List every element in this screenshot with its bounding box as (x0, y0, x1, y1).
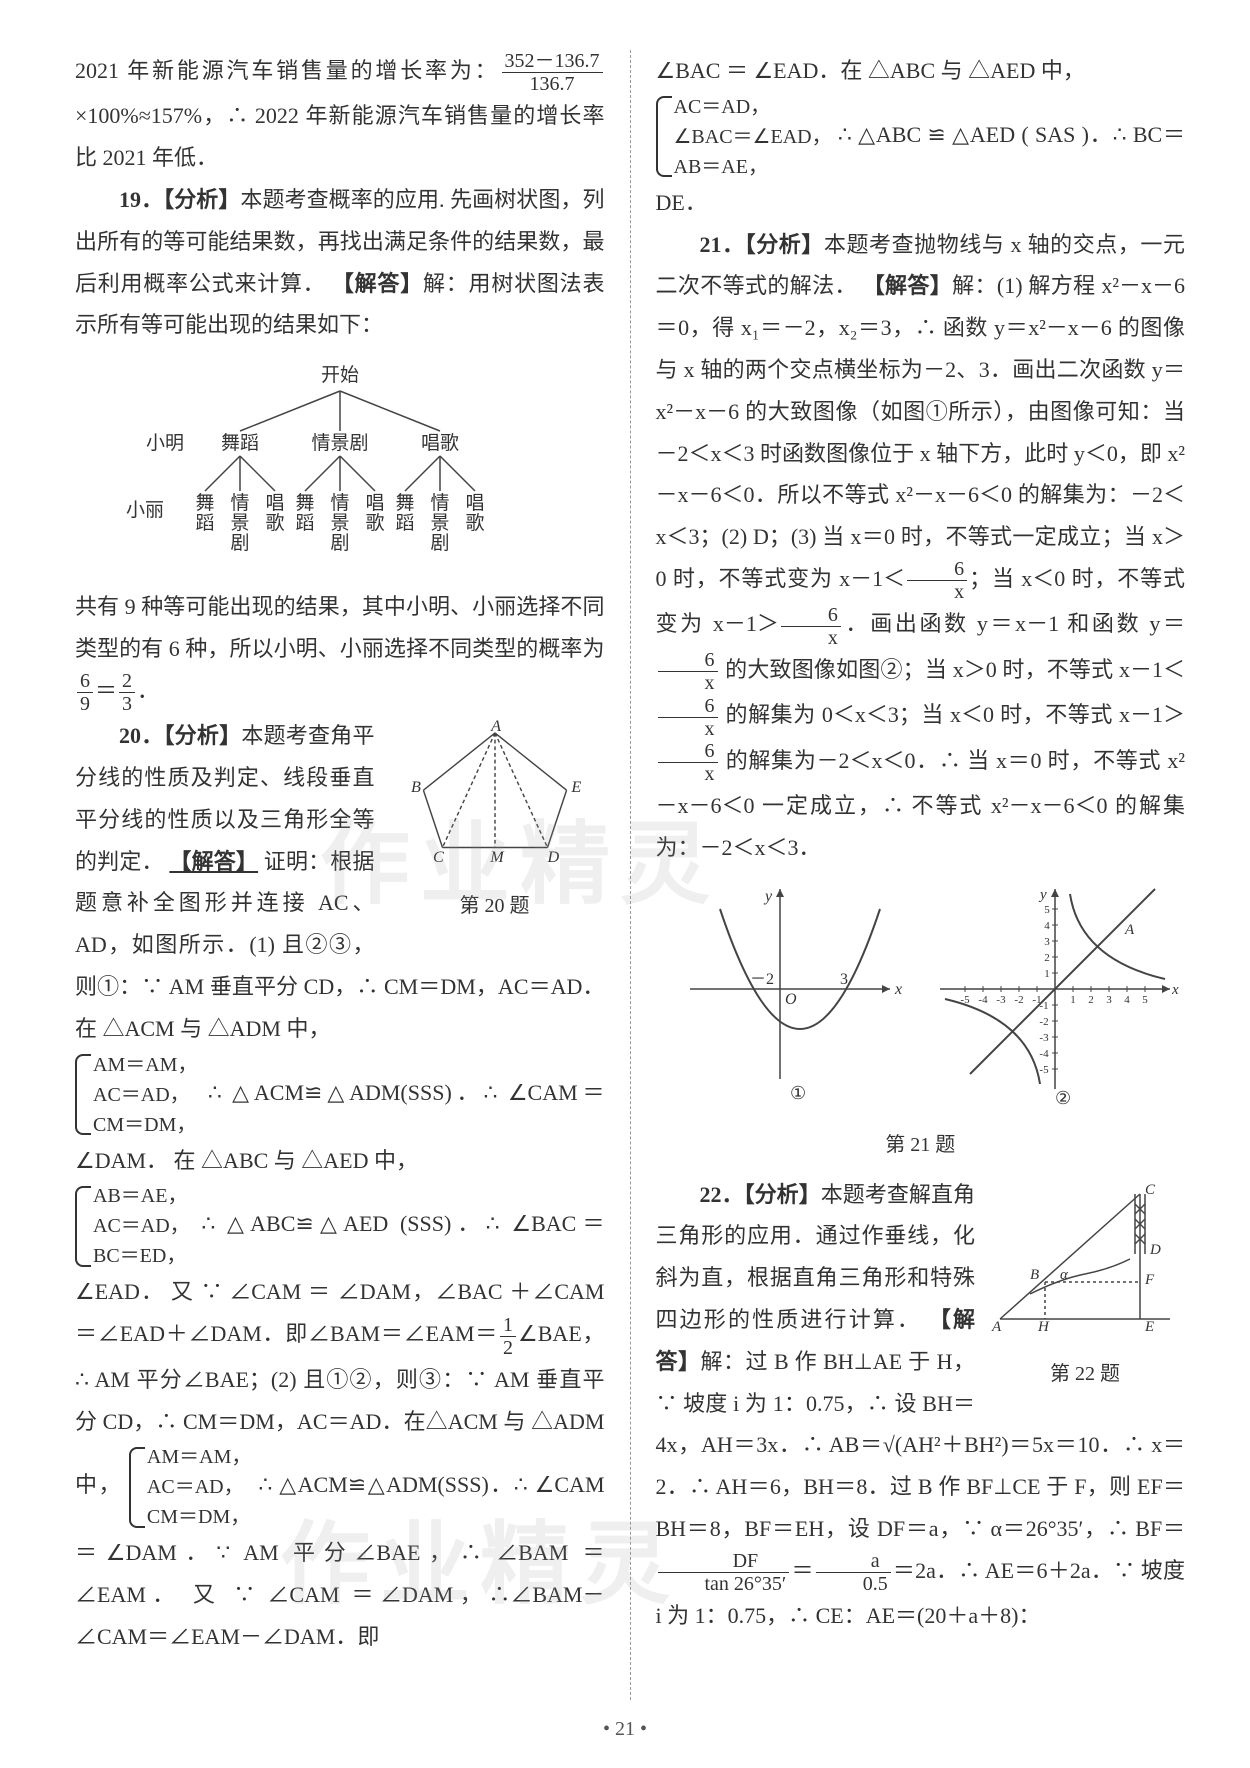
svg-text:剧: 剧 (330, 532, 349, 554)
svg-text:唱: 唱 (465, 493, 484, 514)
svg-text:情: 情 (330, 492, 349, 514)
q19-conclusion: 共有 9 种等可能出现的结果，其中小明、小丽选择不同类型的有 6 种，所以小明、… (75, 586, 605, 715)
svg-text:唱: 唱 (265, 493, 284, 514)
svg-text:α: α (1060, 1267, 1069, 1283)
svg-text:E: E (1144, 1319, 1154, 1335)
svg-text:A: A (991, 1319, 1002, 1335)
svg-text:3: 3 (840, 971, 848, 988)
svg-text:歌: 歌 (365, 512, 384, 534)
left-column: 2021 年新能源汽车销售量的增长率为：352－136.7136.7×100%≈… (65, 50, 631, 1700)
right-column: ∠BAC ＝ ∠EAD．在 △ABC 与 △AED 中， AC＝AD， ∠BAC… (631, 50, 1196, 1700)
svg-text:M: M (489, 848, 505, 866)
brace-group-r1: AC＝AD， ∠BAC＝∠EAD， AB＝AE， ∴ △ABC ≌ △AED (… (656, 92, 1186, 224)
svg-text:蹈: 蹈 (395, 512, 414, 534)
svg-text:5: 5 (1045, 904, 1051, 916)
svg-text:F: F (1144, 1272, 1155, 1288)
svg-text:情景剧: 情景剧 (311, 432, 368, 454)
svg-text:-3: -3 (997, 994, 1007, 1006)
tree-diagram: 开始 小明 舞蹈情景剧唱歌 小丽 舞蹈 情景剧 唱歌 舞蹈 情景剧 唱歌 舞蹈 … (75, 361, 605, 571)
paragraph: 2021 年新能源汽车销售量的增长率为：352－136.7136.7×100%≈… (75, 50, 605, 179)
svg-text:歌: 歌 (265, 512, 284, 534)
svg-text:唱: 唱 (365, 493, 384, 514)
svg-text:-3: -3 (1040, 1032, 1050, 1044)
q20-continued: ∠BAC ＝ ∠EAD．在 △ABC 与 △AED 中， (656, 50, 1186, 92)
svg-text:2: 2 (1045, 952, 1051, 964)
svg-text:3: 3 (1045, 936, 1051, 948)
q21: 21．【分析】本题考查抛物线与 x 轴的交点，一元二次不等式的解法． 【解答】解… (656, 224, 1186, 869)
svg-text:D: D (1149, 1242, 1161, 1258)
svg-text:舞: 舞 (195, 492, 214, 514)
q19: 19．【分析】本题考查概率的应用. 先画树状图，列出所有的等可能结果数，再找出满… (75, 179, 605, 346)
svg-text:C: C (432, 848, 443, 866)
svg-text:-5: -5 (1040, 1064, 1050, 1076)
svg-text:舞: 舞 (295, 492, 314, 514)
tree-root: 开始 (321, 364, 359, 386)
svg-text:-2: -2 (1015, 994, 1024, 1006)
svg-text:2: 2 (1089, 994, 1095, 1006)
svg-text:小明: 小明 (146, 432, 184, 454)
svg-text:3: 3 (1107, 994, 1113, 1006)
svg-text:4: 4 (1045, 920, 1051, 932)
svg-text:C: C (1145, 1182, 1156, 1198)
svg-text:情: 情 (430, 492, 449, 514)
svg-text:舞: 舞 (395, 492, 414, 514)
svg-text:A: A (1124, 922, 1135, 938)
svg-text:唱歌: 唱歌 (421, 432, 459, 454)
brace-group-2: AB＝AE， AC＝AD， BC＝ED， ∴ △ABC≌△AED (SSS)．∴… (75, 1181, 605, 1657)
svg-text:x: x (1171, 982, 1179, 998)
svg-text:O: O (785, 991, 797, 1008)
svg-text:1: 1 (1071, 994, 1077, 1006)
svg-text:景: 景 (330, 513, 349, 534)
svg-text:－2: －2 (750, 971, 774, 988)
svg-text:A: A (490, 720, 501, 735)
svg-text:①: ① (790, 1083, 806, 1103)
svg-text:歌: 歌 (465, 512, 484, 534)
svg-text:②: ② (1055, 1088, 1071, 1108)
svg-text:B: B (411, 778, 421, 796)
svg-text:x: x (894, 981, 902, 998)
svg-text:B: B (1030, 1267, 1039, 1283)
page-number: • 21 • (0, 1710, 1250, 1748)
figure-20: ABE CMD 第 20 题 (385, 720, 605, 928)
svg-text:1: 1 (1045, 968, 1051, 980)
svg-text:4: 4 (1125, 994, 1131, 1006)
svg-text:H: H (1037, 1319, 1050, 1335)
svg-text:小丽: 小丽 (126, 499, 164, 521)
svg-text:y: y (763, 888, 773, 905)
svg-text:舞蹈: 舞蹈 (221, 432, 259, 454)
figure-22: AHE Bα FDC 第 22 题 (985, 1179, 1185, 1397)
svg-text:-4: -4 (979, 994, 989, 1006)
svg-text:5: 5 (1143, 994, 1149, 1006)
svg-text:D: D (546, 848, 559, 866)
svg-text:剧: 剧 (230, 532, 249, 554)
brace-group-1: AM＝AM， AC＝AD， CM＝DM， ∴ △ACM≌△ADM(SSS)．∴ … (75, 1050, 605, 1182)
svg-text:-4: -4 (1040, 1048, 1050, 1060)
two-column-layout: 2021 年新能源汽车销售量的增长率为：352－136.7136.7×100%≈… (65, 50, 1195, 1700)
svg-text:-2: -2 (1040, 1016, 1049, 1028)
svg-text:蹈: 蹈 (195, 512, 214, 534)
svg-text:景: 景 (230, 513, 249, 534)
svg-text:景: 景 (430, 513, 449, 534)
svg-text:E: E (570, 778, 581, 796)
svg-text:y: y (1038, 887, 1047, 903)
svg-text:情: 情 (230, 492, 249, 514)
figure-21: －2 O 3 x y ① (656, 879, 1186, 1164)
svg-text:蹈: 蹈 (295, 512, 314, 534)
svg-text:剧: 剧 (430, 532, 449, 554)
